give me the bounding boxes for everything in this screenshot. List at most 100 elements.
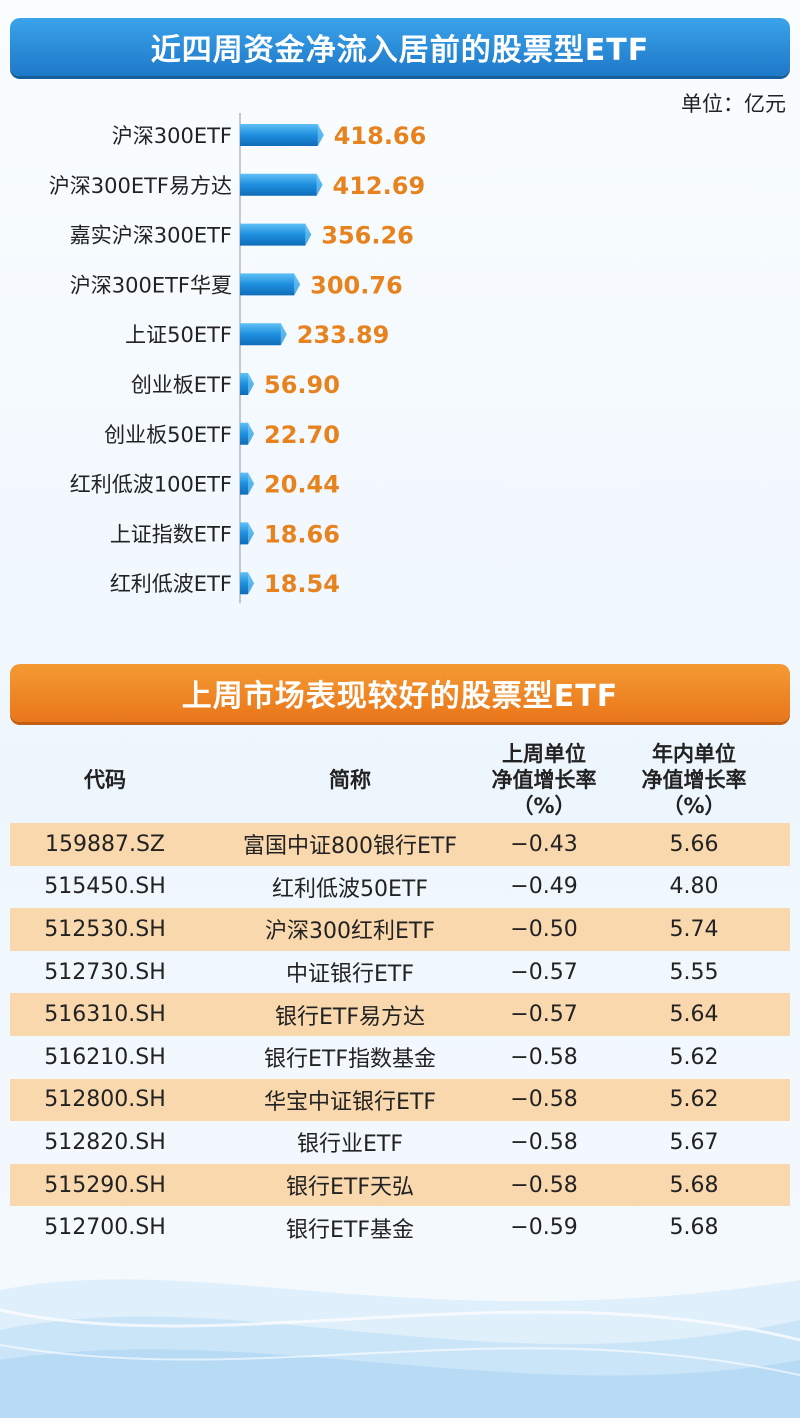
category-label: 红利低波100ETF	[70, 473, 232, 497]
cell-code: 515290.SH	[44, 1172, 166, 1198]
cell-weekly: −0.58	[510, 1172, 578, 1198]
cell-weekly: −0.49	[510, 874, 578, 900]
unit-label: 单位：亿元	[681, 92, 786, 116]
category-label: 沪深300ETF华夏	[70, 273, 232, 297]
cell-code: 159887.SZ	[44, 831, 165, 857]
cell-weekly: −0.43	[510, 831, 578, 857]
header-ytd-line2: 净值增长率	[641, 768, 747, 792]
table-row: 516210.SH 银行ETF指数基金 −0.58 5.62	[10, 1036, 790, 1079]
header-ytd: 年内单位 净值增长率 （%）	[620, 738, 768, 822]
table-row: 512800.SH 华宝中证银行ETF −0.58 5.62	[10, 1078, 790, 1122]
cell-weekly: −0.50	[510, 916, 578, 942]
table-row: 512530.SH 沪深300红利ETF −0.50 5.74	[10, 908, 790, 951]
cell-name: 银行ETF易方达	[275, 1004, 425, 1030]
value-label: 412.69	[333, 172, 426, 200]
cell-name: 银行ETF指数基金	[264, 1047, 436, 1073]
category-label: 嘉实沪深300ETF	[70, 224, 232, 248]
header-ytd-line3: （%）	[662, 794, 726, 818]
category-label: 上证50ETF	[125, 323, 232, 347]
value-label: 18.66	[264, 520, 340, 548]
category-label: 上证指数ETF	[110, 522, 232, 546]
cell-weekly: −0.58	[510, 1129, 578, 1155]
bar-tip	[248, 572, 254, 595]
header-weekly-line1: 上周单位	[502, 742, 586, 766]
cell-weekly: −0.57	[510, 959, 578, 985]
value-label: 18.54	[264, 570, 340, 598]
value-label: 356.26	[321, 222, 414, 250]
category-label: 沪深300ETF	[112, 124, 232, 148]
cell-ytd: 4.80	[669, 874, 719, 900]
decorative-waves	[0, 1279, 800, 1418]
cell-weekly: −0.57	[510, 1002, 578, 1028]
header-ytd-line1: 年内单位	[652, 742, 736, 766]
cell-code: 516210.SH	[44, 1044, 166, 1070]
category-label: 创业板50ETF	[104, 423, 232, 447]
cell-name: 沪深300红利ETF	[265, 919, 435, 945]
category-label: 创业板ETF	[131, 373, 232, 397]
cell-code: 512700.SH	[44, 1215, 166, 1241]
cell-code: 516310.SH	[44, 1002, 166, 1028]
bar	[240, 273, 301, 296]
cell-ytd: 5.62	[669, 1044, 719, 1070]
table-body: 159887.SZ 富国中证800银行ETF −0.43 5.66 515450…	[10, 823, 790, 1249]
header-weekly-line2: 净值增长率	[491, 768, 597, 792]
cell-name: 银行ETF天弘	[286, 1175, 414, 1201]
bar-tip	[294, 273, 301, 296]
bar-chart: 沪深300ETF 418.66 沪深300ETF易方达 412.69 嘉实沪深300ET…	[49, 113, 427, 604]
cell-name: 华宝中证银行ETF	[264, 1089, 436, 1115]
cell-name: 富国中证800银行ETF	[243, 834, 457, 860]
cell-ytd: 5.66	[669, 831, 719, 857]
category-label: 红利低波ETF	[110, 572, 232, 596]
table-row: 159887.SZ 富国中证800银行ETF −0.43 5.66	[10, 823, 790, 866]
cell-ytd: 5.74	[669, 916, 719, 942]
table-row: 512700.SH 银行ETF基金 −0.59 5.68	[10, 1206, 790, 1249]
cell-ytd: 5.64	[669, 1002, 719, 1028]
value-label: 22.70	[264, 421, 340, 449]
cell-name: 银行ETF基金	[286, 1217, 414, 1243]
table-row: 516310.SH 银行ETF易方达 −0.57 5.64	[10, 993, 790, 1036]
table-row: 512730.SH 中证银行ETF −0.57 5.55	[10, 951, 790, 994]
cell-code: 512530.SH	[44, 916, 166, 942]
bar-tip	[248, 522, 254, 545]
cell-name: 银行业ETF	[297, 1132, 403, 1158]
chart-title: 近四周资金净流入居前的股票型ETF	[150, 33, 650, 68]
cell-code: 512730.SH	[44, 959, 166, 985]
value-label: 20.44	[264, 471, 340, 499]
cell-name: 红利低波50ETF	[272, 876, 428, 902]
table-title: 上周市场表现较好的股票型ETF	[181, 679, 619, 714]
category-label: 沪深300ETF易方达	[49, 174, 232, 198]
bar-tip	[280, 323, 287, 346]
bar	[240, 124, 324, 146]
bar-tip	[248, 373, 254, 395]
table-row: 515450.SH 红利低波50ETF −0.49 4.80	[10, 866, 790, 909]
value-label: 233.89	[297, 321, 390, 349]
table-title-banner: 上周市场表现较好的股票型ETF	[10, 664, 790, 722]
cell-ytd: 5.62	[669, 1087, 719, 1113]
bar-tip	[317, 124, 324, 146]
cell-ytd: 5.67	[669, 1129, 719, 1155]
cell-ytd: 5.68	[669, 1215, 719, 1241]
bar	[240, 323, 287, 346]
cell-ytd: 5.68	[669, 1172, 719, 1198]
table-row: 515290.SH 银行ETF天弘 −0.58 5.68	[10, 1163, 790, 1207]
value-label: 418.66	[334, 122, 427, 150]
bar-tip	[316, 173, 323, 196]
bar-tip	[248, 472, 254, 495]
bar-tip	[305, 223, 312, 246]
cell-weekly: −0.59	[510, 1215, 578, 1241]
cell-weekly: −0.58	[510, 1087, 578, 1113]
bar-tip	[248, 422, 254, 445]
cell-ytd: 5.55	[669, 959, 719, 985]
bar	[240, 173, 323, 196]
table-row: 512820.SH 银行业ETF −0.58 5.67	[10, 1121, 790, 1164]
table-header: 代码 简称 上周单位 净值增长率 （%） 年内单位 净值增长率 （%）	[10, 738, 790, 822]
chart-title-banner: 近四周资金净流入居前的股票型ETF	[10, 18, 790, 76]
header-name: 简称	[329, 768, 371, 792]
bar	[240, 223, 312, 246]
header-code: 代码	[84, 768, 126, 792]
cell-code: 512800.SH	[44, 1087, 166, 1113]
header-weekly-line3: （%）	[512, 794, 576, 818]
value-label: 300.76	[310, 271, 403, 299]
cell-weekly: −0.58	[510, 1044, 578, 1070]
cell-name: 中证银行ETF	[286, 962, 414, 988]
